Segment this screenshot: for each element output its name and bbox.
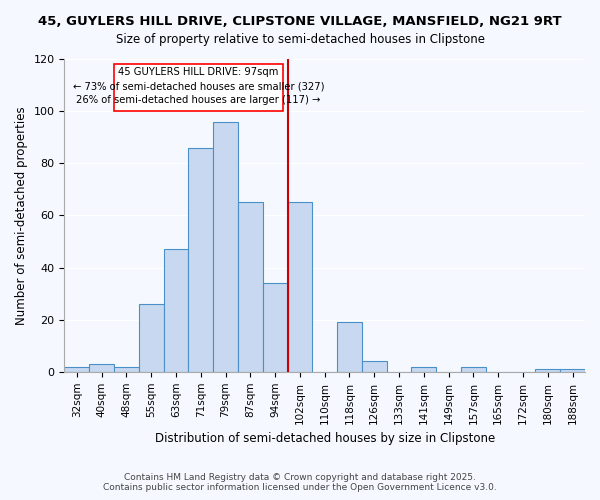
Bar [362, 362, 386, 372]
Bar [238, 202, 263, 372]
Bar [213, 122, 238, 372]
Bar [560, 369, 585, 372]
Bar [337, 322, 362, 372]
Bar [287, 202, 313, 372]
Bar [139, 304, 164, 372]
Bar [461, 366, 486, 372]
Bar [114, 366, 139, 372]
Bar [89, 364, 114, 372]
Bar [412, 366, 436, 372]
Text: Contains public sector information licensed under the Open Government Licence v3: Contains public sector information licen… [103, 484, 497, 492]
Bar [535, 369, 560, 372]
FancyBboxPatch shape [114, 64, 283, 111]
Text: 45 GUYLERS HILL DRIVE: 97sqm
← 73% of semi-detached houses are smaller (327)
26%: 45 GUYLERS HILL DRIVE: 97sqm ← 73% of se… [73, 68, 324, 106]
Bar [188, 148, 213, 372]
Bar [263, 283, 287, 372]
Bar [64, 366, 89, 372]
Text: 45, GUYLERS HILL DRIVE, CLIPSTONE VILLAGE, MANSFIELD, NG21 9RT: 45, GUYLERS HILL DRIVE, CLIPSTONE VILLAG… [38, 15, 562, 28]
X-axis label: Distribution of semi-detached houses by size in Clipstone: Distribution of semi-detached houses by … [155, 432, 495, 445]
Y-axis label: Number of semi-detached properties: Number of semi-detached properties [15, 106, 28, 324]
Text: Size of property relative to semi-detached houses in Clipstone: Size of property relative to semi-detach… [115, 32, 485, 46]
Text: Contains HM Land Registry data © Crown copyright and database right 2025.: Contains HM Land Registry data © Crown c… [124, 474, 476, 482]
Bar [164, 250, 188, 372]
